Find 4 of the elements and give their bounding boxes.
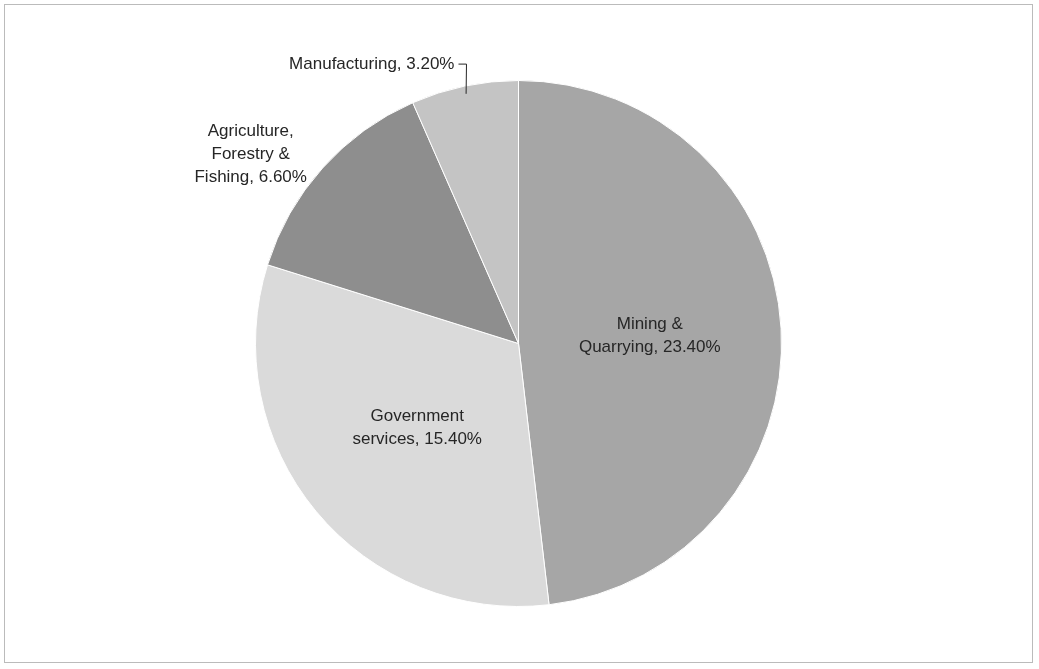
slice-label: Government services, 15.40% [352,405,482,448]
slice-label: Agriculture, Forestry & Fishing, 6.60% [194,120,307,186]
slice-label: Manufacturing, 3.20% [289,53,455,73]
slice-label: Mining & Quarrying, 23.40% [578,314,721,357]
